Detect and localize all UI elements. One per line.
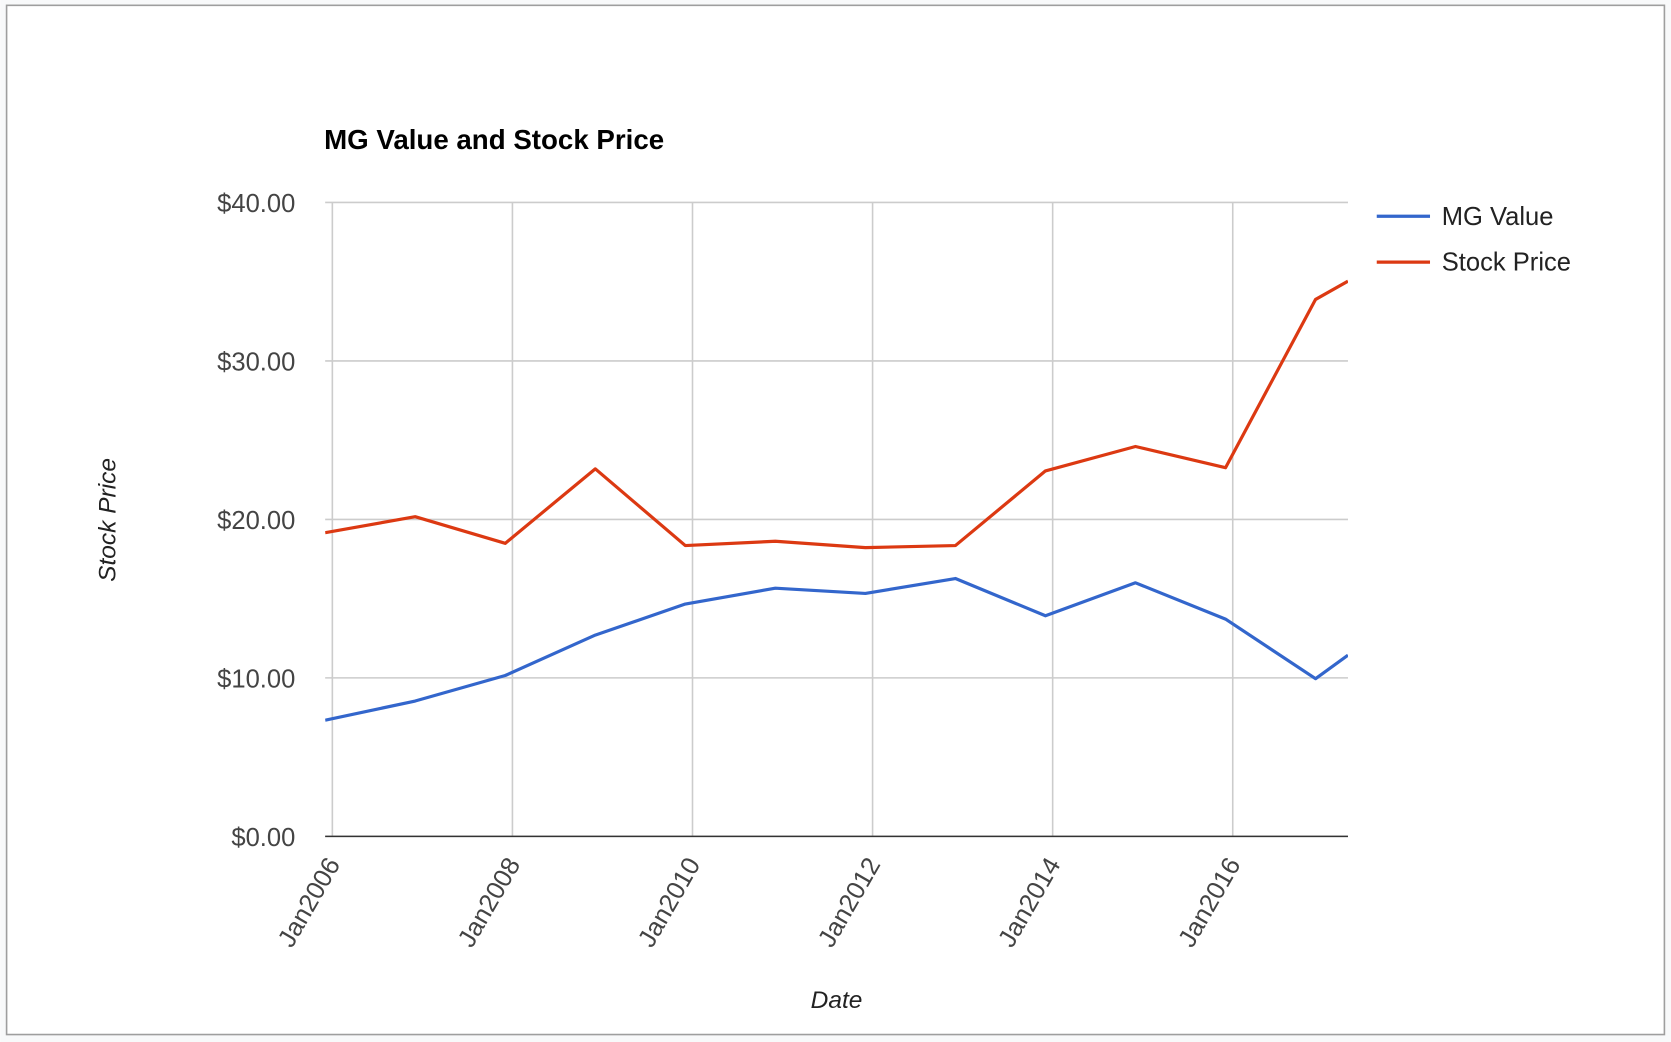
legend-label: Stock Price — [1442, 249, 1571, 277]
data-line — [325, 576, 1348, 722]
chart-title: MG Value and Stock Price — [324, 124, 664, 155]
x-axis-title: Date — [811, 987, 863, 1014]
y-tick-label: $30.00 — [217, 349, 295, 377]
y-tick-label: $0.00 — [231, 824, 295, 852]
y-tick-label: $10.00 — [217, 665, 295, 693]
data-line — [325, 279, 1348, 550]
legend-label: MG Value — [1442, 203, 1554, 231]
y-tick-label: $20.00 — [217, 507, 295, 535]
y-axis-title: Stock Price — [94, 458, 121, 582]
plot-area — [325, 279, 1348, 722]
y-tick-label: $40.00 — [217, 190, 295, 218]
